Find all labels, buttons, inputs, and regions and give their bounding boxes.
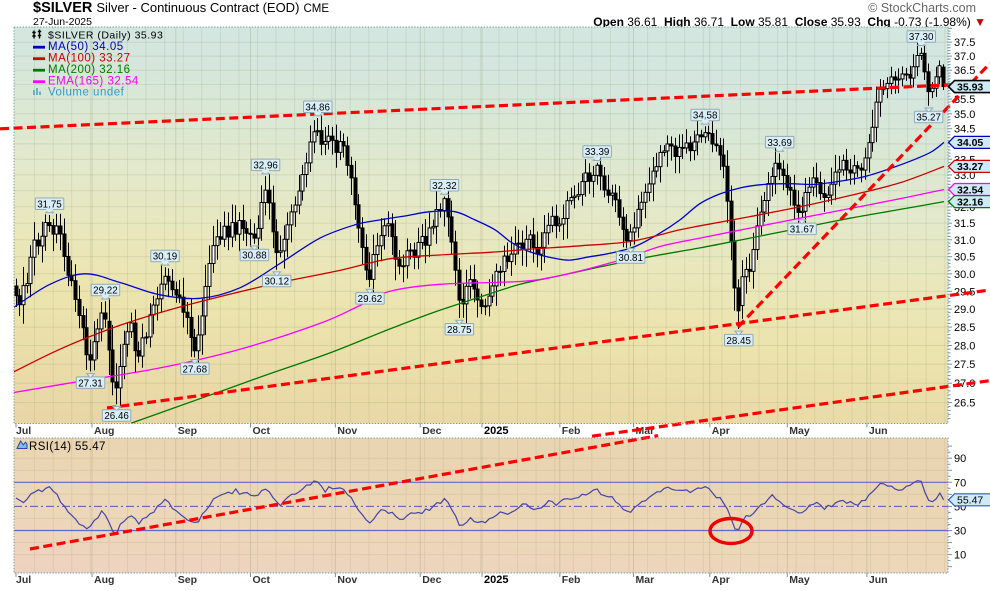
- svg-text:28.45: 28.45: [726, 336, 751, 347]
- svg-text:70: 70: [954, 477, 966, 489]
- svg-text:37.5: 37.5: [954, 37, 975, 49]
- svg-text:27.5: 27.5: [954, 359, 975, 371]
- svg-text:32.54: 32.54: [957, 184, 983, 196]
- svg-text:EMA(165) 32.54: EMA(165) 32.54: [48, 76, 139, 88]
- svg-text:55.47: 55.47: [957, 495, 983, 507]
- svg-text:28.75: 28.75: [447, 325, 472, 336]
- svg-text:37.30: 37.30: [909, 32, 934, 43]
- svg-text:30.88: 30.88: [242, 251, 267, 262]
- svg-text:27.31: 27.31: [78, 378, 103, 389]
- svg-text:36.5: 36.5: [954, 65, 975, 77]
- svg-text:34.58: 34.58: [693, 111, 718, 122]
- svg-text:33.69: 33.69: [767, 138, 792, 149]
- svg-text:34.05: 34.05: [957, 137, 983, 149]
- svg-text:Mar: Mar: [636, 574, 655, 586]
- svg-text:Feb: Feb: [562, 574, 581, 586]
- svg-text:Aug: Aug: [94, 574, 114, 586]
- svg-text:Nov: Nov: [337, 574, 357, 586]
- svg-text:10: 10: [954, 550, 966, 562]
- svg-text:27.68: 27.68: [183, 364, 208, 375]
- svg-text:31.67: 31.67: [790, 225, 815, 236]
- svg-text:32.16: 32.16: [957, 196, 983, 208]
- svg-text:31.0: 31.0: [954, 235, 975, 247]
- svg-text:37.0: 37.0: [954, 51, 975, 63]
- svg-text:28.0: 28.0: [954, 341, 975, 353]
- svg-text:Oct: Oct: [253, 574, 271, 586]
- svg-text:26.46: 26.46: [104, 411, 129, 422]
- svg-text:90: 90: [954, 453, 966, 465]
- svg-text:Jun: Jun: [869, 574, 888, 586]
- svg-text:Apr: Apr: [712, 574, 730, 586]
- svg-text:Feb: Feb: [562, 425, 581, 437]
- svg-text:Dec: Dec: [422, 425, 441, 437]
- svg-text:Jul: Jul: [16, 574, 31, 586]
- svg-text:30: 30: [954, 526, 966, 538]
- svg-text:29.62: 29.62: [358, 294, 383, 305]
- svg-text:35.27: 35.27: [916, 113, 941, 124]
- svg-text:30.12: 30.12: [265, 277, 290, 288]
- svg-text:32.32: 32.32: [432, 181, 457, 192]
- svg-text:29.22: 29.22: [93, 286, 118, 297]
- svg-text:Apr: Apr: [712, 425, 730, 437]
- svg-text:35.0: 35.0: [954, 109, 975, 121]
- svg-text:Oct: Oct: [253, 425, 271, 437]
- svg-text:RSI(14) 55.47: RSI(14) 55.47: [29, 441, 106, 453]
- svg-text:Jul: Jul: [16, 425, 31, 437]
- svg-text:May: May: [789, 574, 810, 586]
- svg-text:27.0: 27.0: [954, 378, 975, 390]
- svg-text:MA(200) 32.16: MA(200) 32.16: [48, 64, 131, 76]
- svg-text:33.27: 33.27: [957, 161, 983, 173]
- svg-text:May: May: [789, 425, 810, 437]
- svg-text:Aug: Aug: [94, 425, 114, 437]
- svg-text:28.5: 28.5: [954, 322, 975, 334]
- svg-text:2025: 2025: [484, 425, 508, 437]
- svg-text:$SILVER (Daily) 35.93: $SILVER (Daily) 35.93: [48, 30, 163, 42]
- svg-text:Jun: Jun: [869, 425, 888, 437]
- svg-text:34.5: 34.5: [954, 124, 975, 136]
- svg-text:Nov: Nov: [337, 425, 357, 437]
- svg-text:31.75: 31.75: [37, 199, 62, 210]
- svg-text:Dec: Dec: [422, 574, 441, 586]
- svg-text:MA(100) 33.27: MA(100) 33.27: [48, 53, 131, 65]
- svg-text:MA(50) 34.05: MA(50) 34.05: [48, 41, 124, 53]
- svg-text:26.5: 26.5: [954, 398, 975, 410]
- svg-text:30.19: 30.19: [153, 252, 178, 263]
- svg-text:35.93: 35.93: [957, 81, 983, 93]
- svg-text:29.0: 29.0: [954, 304, 975, 316]
- svg-text:30.81: 30.81: [618, 253, 643, 264]
- svg-text:34.86: 34.86: [305, 102, 330, 113]
- svg-text:32.96: 32.96: [253, 161, 278, 172]
- svg-text:2025: 2025: [484, 574, 508, 586]
- svg-text:30.0: 30.0: [954, 269, 975, 281]
- svg-text:Volume undef: Volume undef: [48, 87, 125, 99]
- svg-text:Sep: Sep: [178, 425, 197, 437]
- svg-text:30.5: 30.5: [954, 252, 975, 264]
- svg-text:31.5: 31.5: [954, 218, 975, 230]
- svg-text:Sep: Sep: [178, 574, 197, 586]
- svg-text:33.39: 33.39: [585, 147, 610, 158]
